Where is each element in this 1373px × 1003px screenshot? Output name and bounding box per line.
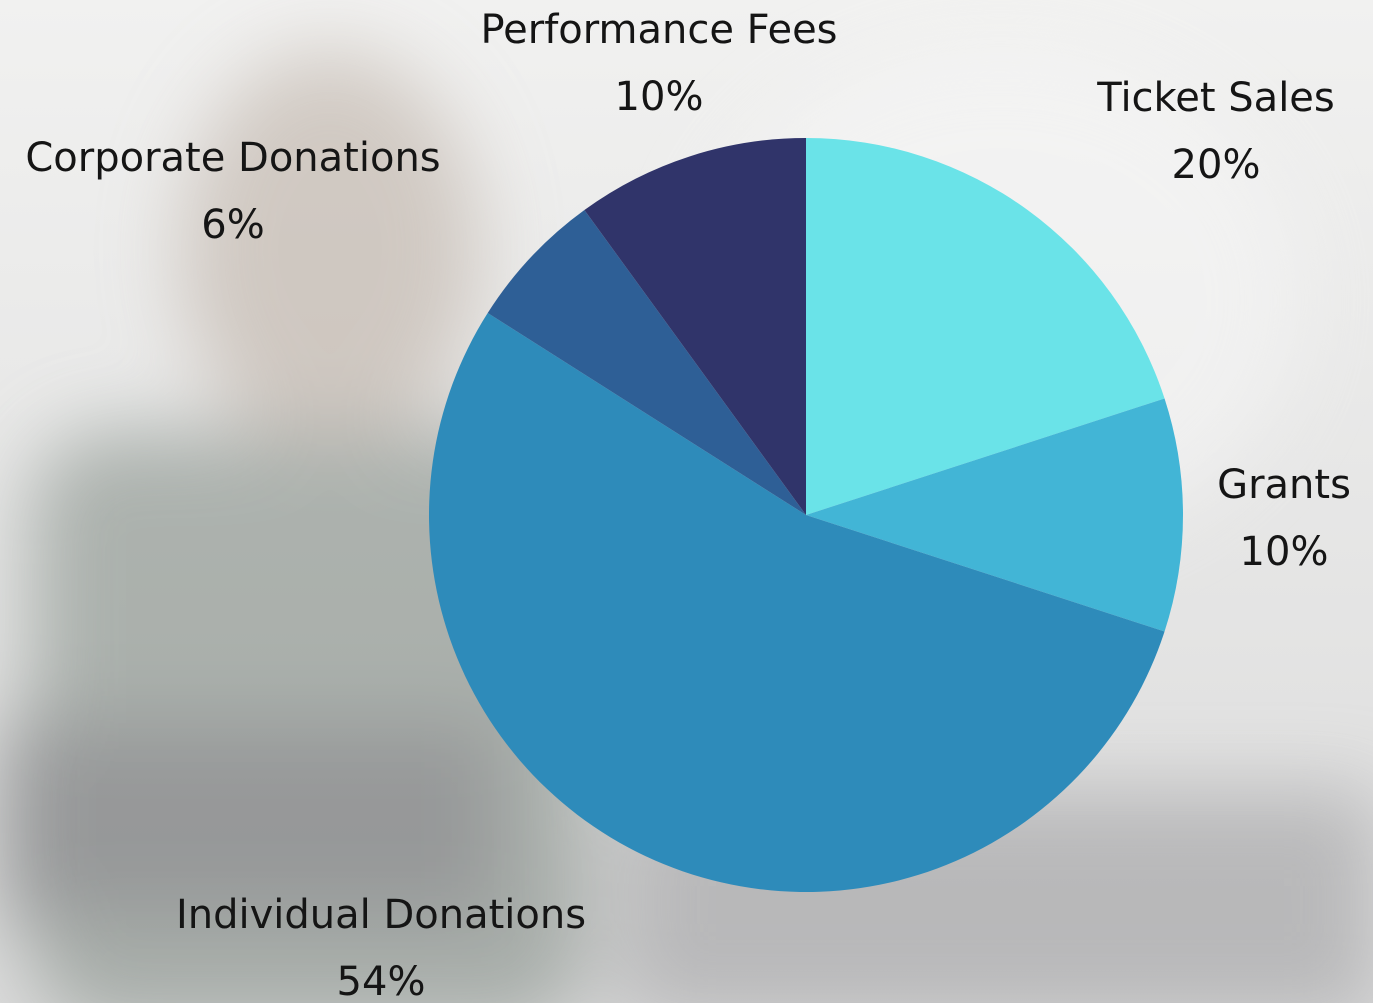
slice-value-label: 54% [337, 959, 426, 1003]
chart: Ticket Sales 20% Grants 10% Individual Donat… [0, 0, 1373, 1003]
slice-label: Individual Donations [176, 892, 586, 938]
pie [429, 138, 1183, 892]
slice-label: Performance Fees [480, 7, 837, 53]
page: {"chart_data": {"type": "pie", "categori… [0, 0, 1373, 1003]
slice-value-label: 10% [1240, 529, 1329, 575]
slice-value-label: 6% [201, 202, 264, 248]
slice-label: Corporate Donations [25, 135, 440, 181]
slice-value-label: 10% [615, 74, 704, 120]
slice-label: Ticket Sales [1096, 75, 1335, 121]
slice-label: Grants [1217, 462, 1351, 508]
slice-value-label: 20% [1172, 142, 1261, 188]
